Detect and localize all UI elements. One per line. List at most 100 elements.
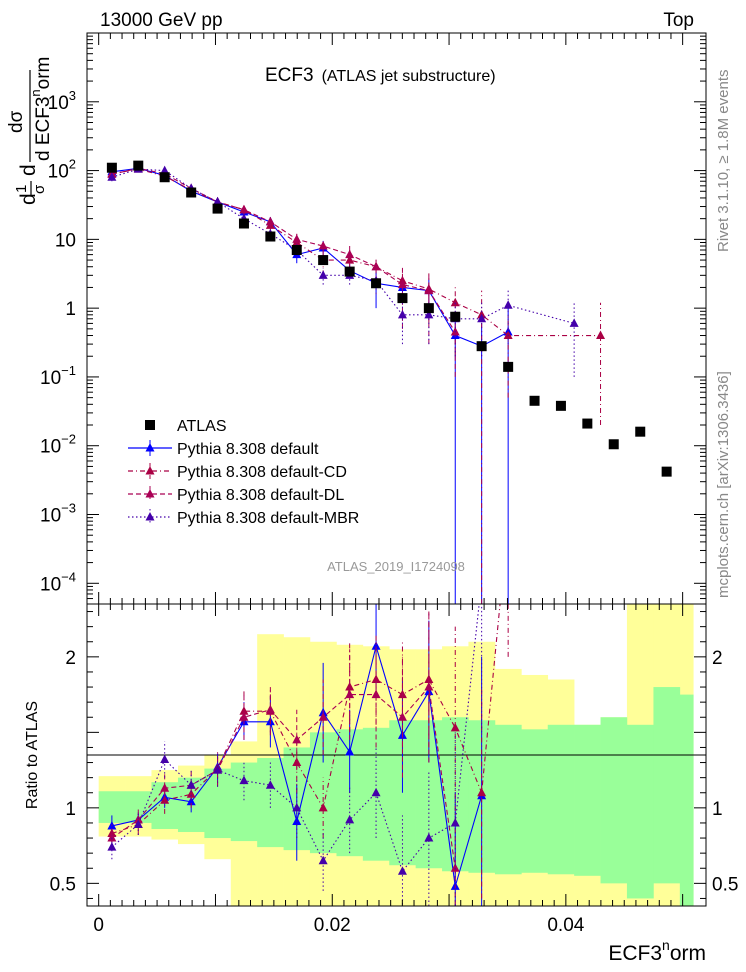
data-point: [318, 855, 328, 865]
y-tick-label-right: 0.5: [712, 874, 738, 895]
y-tick-label: 103: [48, 88, 76, 114]
x-tick-label: 0: [93, 915, 104, 936]
data-point: [265, 780, 275, 789]
data-point: [159, 172, 170, 183]
y-tick-label: 10−3: [40, 501, 76, 527]
data-point: [133, 814, 143, 824]
series-line: [111, 168, 575, 324]
legend-marker-atlas: [145, 420, 155, 430]
data-point: [292, 802, 302, 812]
y-tick-label: 0.5: [50, 874, 76, 895]
data-point: [186, 187, 197, 198]
y-tick-label: 10−2: [40, 432, 76, 458]
data-point: [555, 400, 566, 411]
data-point: [239, 712, 249, 721]
ratio-y-ticks: 0.5 0.5 1 1 2 2: [50, 611, 738, 899]
legend-marker: [145, 443, 155, 452]
data-point: [160, 754, 170, 764]
data-point: [292, 234, 302, 243]
band-green-bin: [547, 724, 575, 875]
legend-marker: [145, 512, 155, 521]
data-point: [423, 303, 434, 314]
data-point: [371, 278, 382, 289]
ratio-default-mbr: [107, 604, 483, 906]
data-point: [596, 330, 606, 340]
y-tick-label: 102: [48, 157, 76, 183]
series-line: [111, 167, 456, 333]
data-point: [371, 641, 381, 650]
data-point: [291, 245, 302, 256]
data-point: [265, 216, 275, 226]
series-line: [111, 604, 480, 873]
data-point: [477, 787, 487, 797]
data-point: [397, 279, 407, 289]
ylabel-frac-den: σ: [31, 184, 48, 194]
ratio-uncertainty-bands: [98, 604, 694, 906]
ylabel-frac-num: 1: [13, 185, 30, 193]
legend-label: Pythia 8.308 default-CD: [177, 464, 347, 481]
data-point: [450, 297, 460, 307]
y-tick-label: 10−1: [40, 363, 76, 389]
data-point: [160, 165, 170, 175]
plot-title-main: ECF3: [265, 65, 314, 86]
main-series-layer: [106, 160, 672, 604]
y-tick-label: 10−4: [40, 569, 76, 595]
data-point: [424, 682, 434, 691]
band-green-bin: [230, 762, 258, 842]
band-green-bin: [653, 687, 681, 884]
data-point: [635, 426, 646, 437]
ratio-series-layer: [107, 604, 509, 906]
data-point: [213, 765, 223, 774]
y-tick-label: 1: [65, 799, 76, 820]
band-green-bin: [679, 694, 694, 906]
data-point: [608, 439, 619, 450]
x-axis-label: ECF3norm: [608, 937, 706, 965]
data-point: [424, 833, 434, 842]
data-point: [397, 309, 407, 319]
data-point: [345, 249, 355, 259]
ylabel-prefix: d: [17, 193, 40, 205]
data-point: [661, 466, 672, 477]
series-default-cd: [107, 164, 606, 604]
collision-label: 13000 GeV pp: [100, 10, 223, 31]
plot-subtitle: (ATLAS jet substructure): [322, 68, 496, 85]
series-line: [111, 685, 456, 869]
ratio-y-axis-label: Ratio to ATLAS: [24, 701, 41, 809]
data-point: [344, 266, 355, 277]
ylabel-den: d ECF3: [33, 97, 54, 161]
data-point: [450, 311, 461, 322]
y-tick-label-right: 2: [712, 648, 723, 669]
band-green-bin: [626, 724, 654, 899]
data-point: [345, 255, 355, 264]
legend-label: Pythia 8.308 default-DL: [177, 487, 344, 504]
x-tick-label: 0.02: [314, 915, 351, 936]
data-point: [397, 866, 407, 875]
data-point: [345, 814, 355, 824]
main-x-ticks: [98, 33, 684, 604]
analysis-tag: ATLAS_2019_I1724098: [327, 559, 465, 574]
data-point: [424, 309, 434, 319]
ylabel-d2: d: [17, 164, 40, 176]
series-atlas: [106, 160, 672, 477]
data-point: [292, 734, 302, 744]
data-point: [371, 787, 381, 797]
data-point: [450, 863, 460, 872]
series-line: [111, 167, 509, 347]
data-point: [212, 203, 223, 214]
data-point: [239, 706, 249, 715]
main-y-axis-label: d 1 σ d dσ d ECF3norm: [6, 57, 54, 205]
data-point: [424, 285, 434, 295]
data-point: [397, 293, 408, 304]
data-point: [477, 313, 487, 323]
svg-text:d: d: [17, 193, 40, 205]
main-y-ticks: 10−4 10−3 10−2 10−1 1 10 102 103: [40, 32, 706, 605]
series-line: [111, 168, 601, 337]
data-point: [318, 802, 328, 812]
legend-label: Pythia 8.308 default: [177, 441, 319, 458]
ylabel-den-tail: orm: [33, 57, 54, 90]
data-point: [345, 689, 355, 699]
data-point: [238, 218, 249, 229]
x-tick-label: 0.04: [547, 915, 584, 936]
data-point: [318, 255, 329, 266]
data-point: [318, 712, 328, 721]
